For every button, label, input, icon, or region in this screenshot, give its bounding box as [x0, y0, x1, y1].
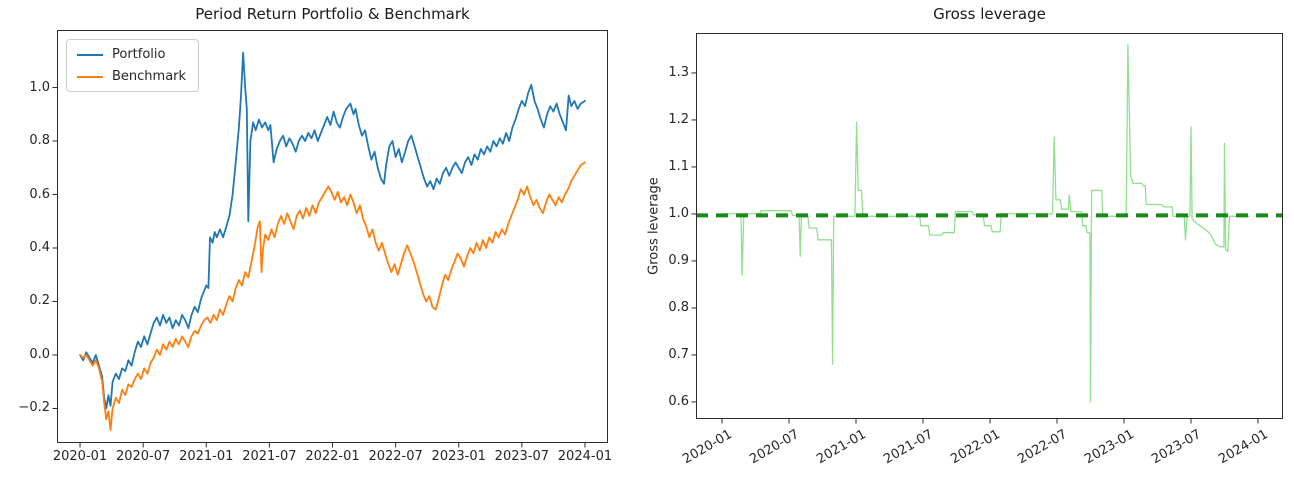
- series-portfolio: [79, 51, 586, 410]
- x-tick-label: 2020-07: [115, 449, 171, 464]
- x-tick-label-text: 2023-01: [1081, 427, 1137, 468]
- axes-frame: [696, 33, 1283, 419]
- x-tick-label: 2021-07: [242, 449, 297, 464]
- y-tick-label: 0.6: [668, 393, 689, 409]
- gross-leverage-chart-title: Gross leverage: [933, 5, 1046, 23]
- portfolio-line-swatch: [77, 53, 103, 56]
- y-tick-label: 1.0: [29, 79, 50, 95]
- y-tick-label: 0.8: [668, 299, 689, 315]
- x-tick-label: 2022-01: [305, 449, 360, 464]
- legend: Portfolio Benchmark: [66, 39, 200, 92]
- y-tick-label: 1.2: [668, 111, 689, 127]
- y-tick-label: 0.0: [29, 346, 50, 362]
- y-tick-label: 0.8: [29, 133, 50, 148]
- y-tick-label: 0.6: [29, 186, 50, 202]
- returns-chart-title: Period Return Portfolio & Benchmark: [195, 5, 470, 23]
- x-tick-label-text: 2021-01: [813, 427, 869, 468]
- x-tick-label-text: 2024-01: [1215, 427, 1271, 468]
- y-tick-label: 1.3: [668, 64, 689, 80]
- y-tick-label: 0.9: [668, 252, 689, 268]
- legend-label-portfolio: Portfolio: [112, 47, 166, 62]
- x-tick-label-text: 2021-07: [880, 427, 936, 468]
- legend-item-benchmark: Benchmark: [77, 69, 186, 84]
- benchmark-line-swatch: [77, 75, 103, 78]
- returns-plot-area: [52, 30, 608, 448]
- x-tick-label-text: 2020-01: [679, 427, 735, 468]
- y-tick-label: 1.0: [668, 205, 689, 221]
- x-tick-label: 2022-07: [368, 449, 423, 464]
- series-gross-leverage: [723, 44, 1250, 403]
- legend-item-portfolio: Portfolio: [77, 47, 186, 62]
- y-tick-label: 0.7: [668, 346, 689, 362]
- axes-frame: [57, 30, 608, 443]
- y-tick-label: −0.2: [18, 400, 50, 416]
- x-tick-label: 2024-01: [557, 449, 613, 464]
- gross-leverage-plot-area: [691, 33, 1283, 424]
- x-tick-label: 2023-01: [431, 449, 486, 464]
- y-tick-label: 0.2: [29, 293, 50, 309]
- x-tick-label-text: 2023-07: [1148, 427, 1204, 468]
- x-tick-label-text: 2022-07: [1014, 427, 1070, 468]
- x-tick-label-text: 2020-07: [746, 427, 802, 468]
- x-tick-label: 2021-01: [179, 449, 234, 464]
- y-tick-label: 0.4: [29, 240, 50, 255]
- y-tick-label: 1.1: [668, 158, 689, 174]
- x-tick-label: 2020-01: [52, 449, 108, 464]
- x-tick-label: 2023-07: [494, 449, 550, 464]
- x-tick-label-text: 2022-01: [947, 427, 1003, 468]
- legend-label-benchmark: Benchmark: [112, 69, 187, 84]
- series-benchmark: [79, 161, 586, 431]
